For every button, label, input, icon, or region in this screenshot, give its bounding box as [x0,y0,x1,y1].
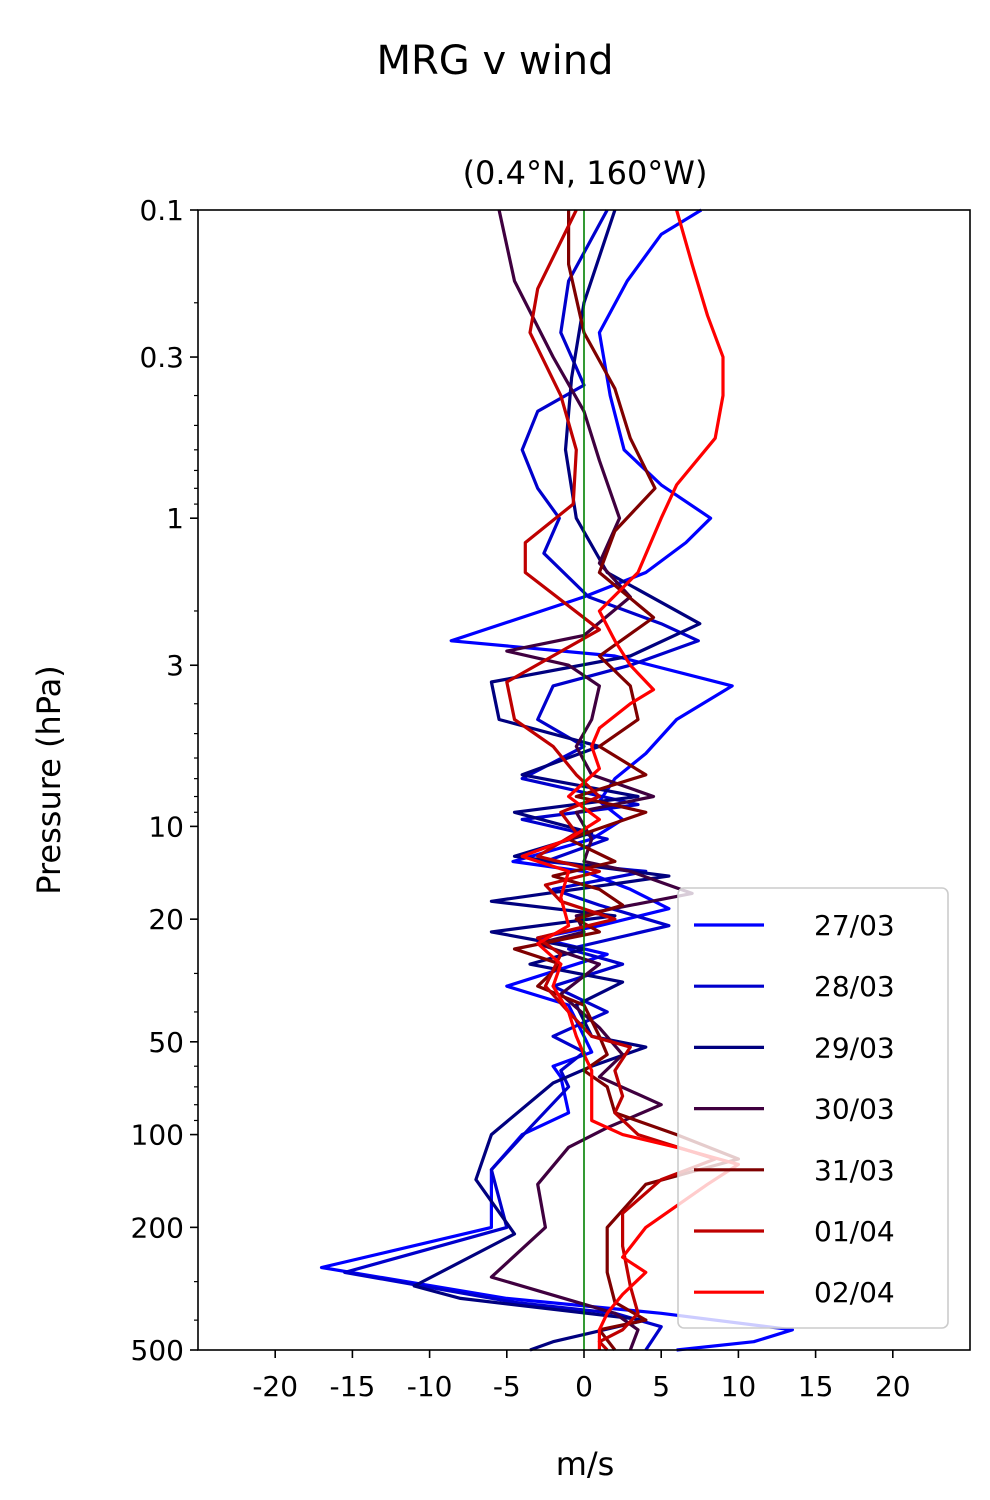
series-line-4 [489,209,694,1351]
x-tick-label: 20 [875,1370,911,1403]
legend-label: 31/03 [814,1154,895,1187]
y-tick-label: 1 [166,502,184,535]
y-tick-label: 50 [148,1026,184,1059]
series-line-3 [412,209,702,1352]
chart-title: (0.4°N, 160°W) [463,154,708,192]
x-tick-label: -20 [252,1370,298,1403]
legend-box [677,887,949,1329]
y-axis-ticks: 0.1 0.3 1 3 10 20 50 100 200 500 [131,194,198,1367]
x-tick-label: 15 [798,1370,834,1403]
x-tick-label: 0 [575,1370,593,1403]
x-tick-label: -15 [330,1370,376,1403]
x-tick-label: 5 [652,1370,670,1403]
y-tick-label: 100 [131,1119,184,1152]
legend-label: 28/03 [814,970,895,1003]
y-tick-label: 0.3 [139,341,184,374]
y-tick-label: 3 [166,649,184,682]
legend: 27/03 28/03 29/03 30/03 31/03 01/04 02/04 [677,887,949,1329]
series-line-6 [505,209,717,1352]
x-axis-ticks: -20 -15 -10 -5 0 5 10 15 20 [252,1350,911,1403]
x-axis-label: m/s [556,1445,615,1483]
legend-label: 30/03 [814,1093,895,1126]
figure-title: MRG v wind [377,38,614,84]
y-tick-label: 500 [131,1334,184,1367]
y-tick-label: 200 [131,1211,184,1244]
x-tick-label: -5 [493,1370,521,1403]
legend-label: 02/04 [814,1276,895,1309]
legend-label: 27/03 [814,909,895,942]
legend-label: 29/03 [814,1031,895,1064]
x-tick-label: 10 [721,1370,757,1403]
x-tick-label: -10 [407,1370,453,1403]
y-tick-label: 0.1 [139,194,184,227]
y-tick-label: 10 [148,810,184,843]
legend-label: 01/04 [814,1215,895,1248]
plot-area: -20 -15 -10 -5 0 5 10 15 20 0.1 0.3 1 3 10 20 50 100 200… [131,194,971,1403]
y-tick-label: 20 [148,903,184,936]
y-axis-label: Pressure (hPa) [30,665,68,895]
